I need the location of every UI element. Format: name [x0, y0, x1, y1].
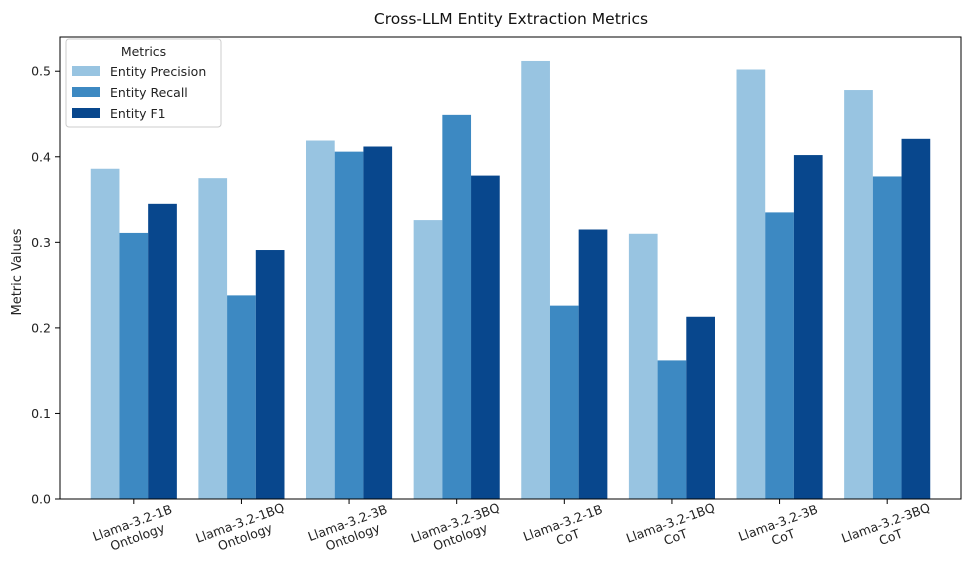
legend-title: Metrics: [121, 44, 166, 59]
bar-entity-recall-6: [765, 212, 794, 499]
bar-entity-f1-1: [255, 250, 285, 499]
legend-box: [65, 38, 222, 128]
legend: Metrics Entity Precision Entity Recall Ent…: [65, 38, 222, 128]
bar-entity-precision-4: [521, 60, 550, 500]
bar-entity-recall-4: [549, 305, 579, 499]
y-tick-label: 0.4: [31, 149, 51, 164]
bar-entity-recall-2: [334, 151, 364, 499]
y-tick-label: 0.2: [31, 320, 51, 335]
legend-label: Entity F1: [110, 106, 166, 121]
y-tick-label: 0.1: [31, 406, 51, 421]
y-tick-label: 0.0: [31, 492, 51, 507]
bar-entity-f1-5: [686, 316, 715, 499]
bar-entity-recall-0: [119, 232, 149, 500]
bar-entity-precision-6: [736, 69, 766, 499]
bar-entity-precision-0: [90, 168, 120, 499]
bar-entity-precision-7: [844, 90, 873, 499]
bar-entity-precision-1: [198, 178, 228, 500]
bar-entity-f1-4: [578, 229, 608, 499]
y-tick-label: 0.3: [31, 235, 51, 250]
legend-label: Entity Precision: [110, 64, 206, 79]
bar-entity-recall-7: [872, 176, 902, 499]
legend-label: Entity Recall: [110, 85, 188, 100]
plot-frame: [59, 36, 962, 500]
bar-entity-precision-2: [306, 140, 335, 499]
bar-entity-recall-3: [442, 114, 472, 500]
y-axis-title: Metric Values: [10, 228, 25, 315]
bar-entity-f1-2: [363, 146, 393, 499]
bar-entity-recall-5: [657, 360, 687, 499]
bar-entity-f1-6: [793, 155, 823, 499]
bar-entity-f1-3: [471, 175, 500, 499]
legend-swatch: [72, 108, 100, 118]
bar-entity-precision-5: [628, 233, 658, 499]
legend-swatch: [72, 87, 100, 97]
bar-entity-f1-7: [901, 138, 931, 499]
legend-swatch: [72, 66, 100, 76]
bar-entity-precision-3: [413, 220, 443, 499]
chart-title: Cross-LLM Entity Extraction Metrics: [374, 10, 648, 28]
bar-entity-recall-1: [227, 295, 256, 499]
y-axis-ticks: 0.0 0.1 0.2 0.3 0.4 0.5: [31, 64, 60, 507]
y-tick-label: 0.5: [31, 64, 51, 79]
bars-group: [90, 60, 931, 500]
bar-entity-f1-0: [148, 203, 177, 499]
